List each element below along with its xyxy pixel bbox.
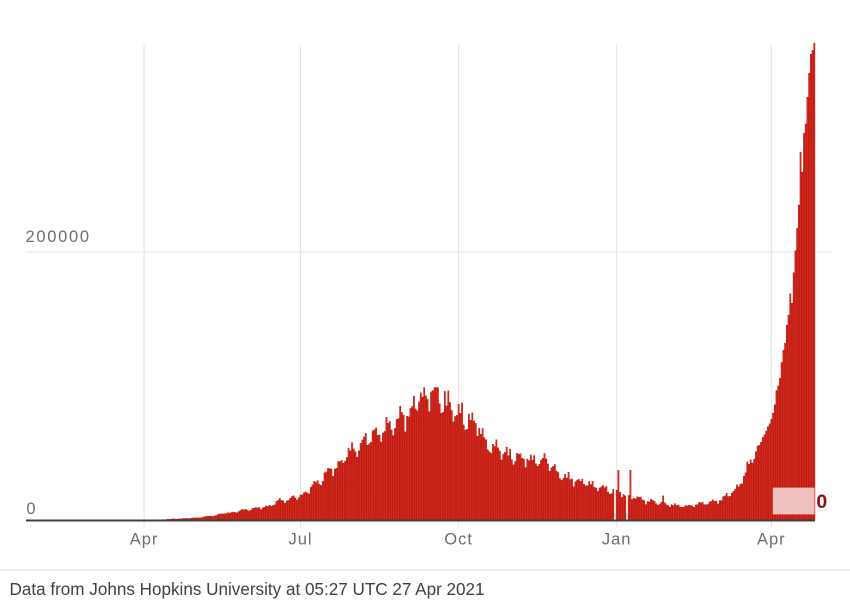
svg-text:Apr: Apr (130, 531, 159, 549)
svg-text:Data from Johns Hopkins Univer: Data from Johns Hopkins University at 05… (10, 580, 485, 599)
svg-text:0: 0 (816, 491, 827, 513)
svg-text:Jul: Jul (288, 531, 312, 549)
svg-text:0: 0 (26, 500, 36, 518)
svg-text:200000: 200000 (26, 228, 91, 246)
svg-text:Jan: Jan (602, 531, 632, 549)
svg-text:Apr: Apr (757, 531, 786, 549)
svg-text:Oct: Oct (444, 531, 473, 549)
